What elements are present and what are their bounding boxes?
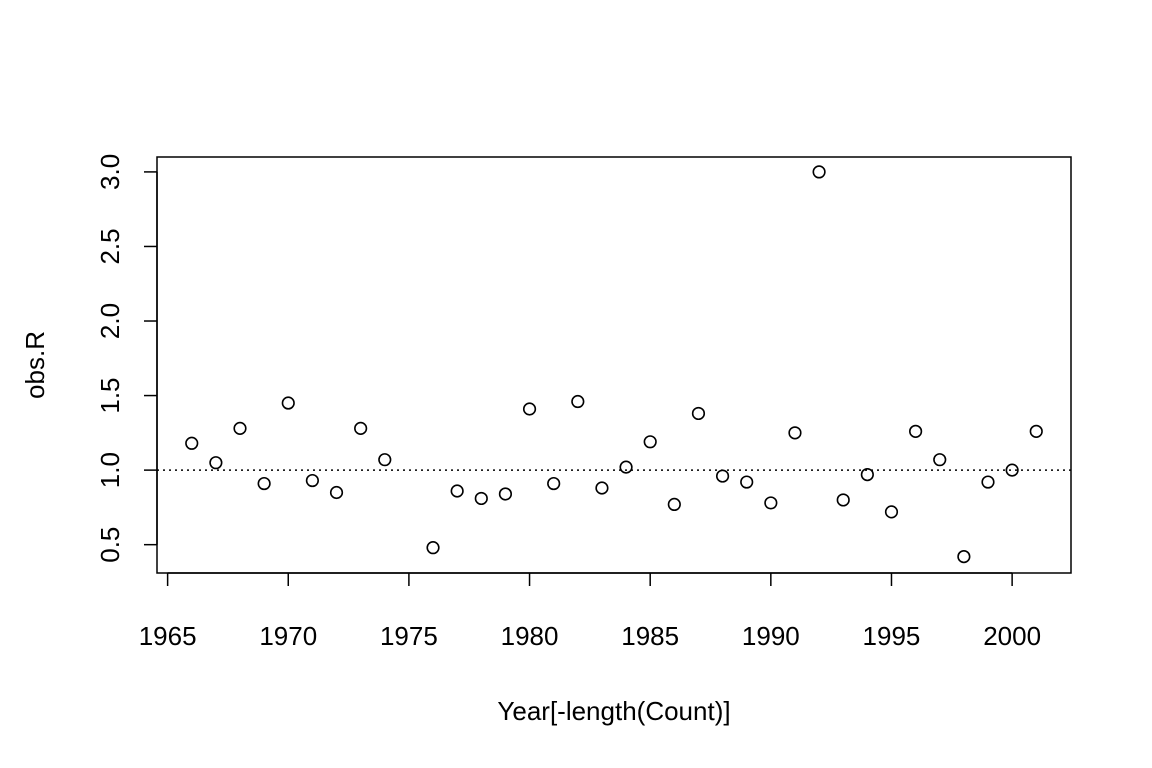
y-axis-title: obs.R [20,331,50,399]
data-point [884,505,899,519]
x-axis-title: Year[-length(Count)] [497,696,730,726]
data-point [547,476,561,491]
y-tick-label: 1.0 [95,452,125,488]
data-point [595,481,609,495]
data-point [474,491,488,506]
y-tick-label: 0.5 [95,527,125,563]
data-point [571,394,585,409]
plot-box [156,156,1072,574]
data-point [257,476,271,491]
data-point [643,435,657,449]
y-tick-label: 1.5 [95,377,125,413]
data-point [812,165,826,179]
data-point [764,496,778,510]
data-point [957,549,971,564]
data-point [185,436,199,450]
data-points [185,165,1043,564]
data-point [1005,463,1019,477]
data-point [209,456,223,470]
data-point [1029,424,1043,438]
y-tick-label: 3.0 [95,154,125,190]
data-point [281,396,295,410]
data-point [498,487,513,501]
data-point [836,493,850,507]
data-point [788,426,802,440]
x-axis: 1965 1970 1975 1980 1985 1990 1995 2000 [139,572,1041,651]
data-point [305,473,319,488]
x-tick-label: 1965 [139,621,197,651]
data-point [233,421,247,435]
data-point [619,460,633,474]
y-axis: 0.5 1.0 1.5 2.0 2.5 3.0 [95,154,158,563]
x-tick-label: 1995 [863,621,921,651]
x-tick-label: 1970 [259,621,317,651]
x-tick-label: 1980 [501,621,559,651]
data-point [667,497,681,512]
data-point [933,453,947,467]
x-tick-label: 2000 [983,621,1041,651]
data-point [426,541,440,555]
x-tick-label: 1975 [380,621,438,651]
data-point [378,453,392,467]
data-point [329,485,344,500]
y-tick-label: 2.0 [95,303,125,339]
data-point [860,467,874,482]
data-point [691,406,706,421]
data-point [909,424,923,438]
y-tick-label: 2.5 [95,228,125,264]
x-tick-label: 1985 [621,621,679,651]
data-point [450,484,464,498]
data-point [354,421,368,435]
data-point [715,469,730,483]
data-point [740,475,754,489]
x-tick-label: 1990 [742,621,800,651]
data-point [981,475,995,489]
data-point [522,402,537,416]
